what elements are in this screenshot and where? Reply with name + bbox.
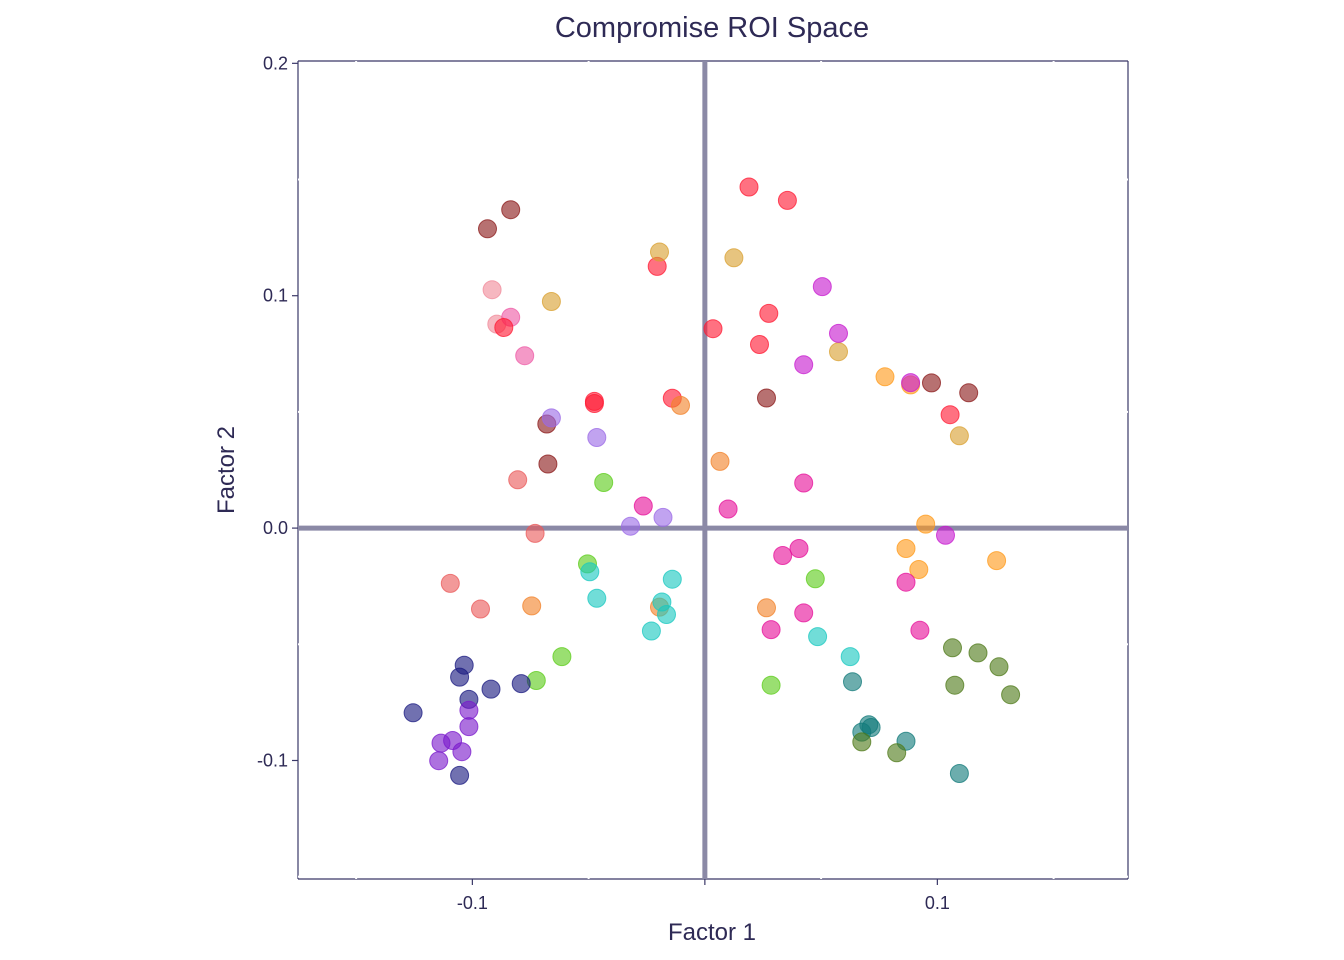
y-tick-label: 0.0 — [263, 518, 288, 538]
data-point — [662, 569, 682, 589]
data-point — [909, 560, 929, 579]
data-point — [794, 603, 814, 623]
data-point — [478, 219, 497, 239]
x-axis: -0.1 0.1 — [457, 879, 950, 913]
data-point — [910, 620, 930, 640]
data-point — [653, 507, 673, 527]
chart-title: Compromise ROI Space — [555, 12, 869, 44]
data-point — [808, 627, 828, 647]
data-point — [757, 388, 776, 408]
data-point — [587, 588, 607, 608]
data-point — [450, 667, 470, 687]
data-point — [739, 177, 759, 197]
data-point — [968, 643, 988, 663]
data-point — [901, 373, 921, 393]
data-point — [805, 569, 825, 589]
y-axis-title: Factor 2 — [213, 426, 240, 514]
data-point — [587, 428, 607, 447]
data-point — [949, 764, 969, 783]
data-point — [525, 523, 545, 543]
data-point — [552, 647, 572, 667]
data-point — [852, 732, 872, 752]
data-point — [945, 675, 965, 695]
data-point — [750, 335, 769, 354]
data-point — [482, 280, 502, 300]
data-point — [875, 367, 895, 387]
data-point — [452, 742, 472, 762]
data-point — [843, 672, 862, 692]
x-axis-title: Factor 1 — [668, 919, 756, 946]
data-point — [1001, 685, 1021, 705]
data-point — [757, 598, 776, 618]
data-point — [594, 473, 614, 492]
data-point — [718, 499, 738, 519]
data-point — [508, 470, 528, 490]
y-tick-label: -0.1 — [257, 750, 288, 770]
data-point — [641, 621, 661, 641]
data-point — [471, 599, 490, 619]
data-point — [840, 647, 860, 667]
data-point — [501, 200, 521, 220]
data-point — [943, 638, 962, 658]
data-point — [916, 514, 936, 534]
data-point — [440, 573, 460, 593]
data-point — [936, 525, 955, 545]
data-point — [650, 242, 669, 262]
data-point — [896, 572, 916, 592]
data-point — [584, 394, 604, 413]
data-point — [541, 408, 561, 428]
data-point — [541, 292, 561, 311]
y-axis: -0.1 0.0 0.1 0.2 — [257, 53, 298, 770]
data-point — [403, 703, 423, 723]
x-tick-label: -0.1 — [457, 893, 488, 913]
data-point — [515, 346, 535, 366]
data-point — [724, 248, 744, 268]
data-point — [633, 496, 653, 516]
data-point — [703, 319, 723, 339]
data-point — [949, 426, 969, 446]
data-point — [511, 674, 531, 694]
data-point — [761, 620, 781, 640]
data-point — [794, 473, 814, 493]
data-point — [459, 700, 479, 720]
data-point — [580, 562, 600, 582]
data-point — [773, 546, 793, 565]
x-tick-label: 0.1 — [925, 893, 950, 913]
data-point — [959, 383, 979, 403]
data-point — [989, 657, 1009, 677]
y-tick-label: 0.2 — [263, 53, 288, 73]
data-point — [940, 405, 960, 425]
data-point — [896, 539, 916, 558]
data-point — [657, 605, 676, 624]
data-point — [710, 451, 730, 471]
data-point — [812, 277, 832, 297]
data-point — [987, 551, 1007, 571]
data-point — [481, 679, 501, 699]
data-point — [922, 373, 941, 393]
data-point — [777, 190, 797, 210]
plot-frame — [297, 60, 1129, 880]
data-point — [759, 303, 779, 323]
reference-lines — [298, 61, 1128, 879]
data-point — [794, 355, 814, 375]
data-point — [494, 318, 514, 337]
data-point — [671, 395, 690, 415]
data-point — [621, 516, 640, 536]
data-point — [538, 454, 558, 474]
data-points — [403, 177, 1021, 785]
data-point — [829, 323, 848, 343]
data-point — [522, 596, 542, 616]
data-point — [887, 743, 907, 763]
data-point — [450, 765, 470, 785]
data-point — [761, 675, 781, 695]
y-tick-label: 0.1 — [263, 286, 288, 306]
data-point — [429, 751, 449, 771]
data-point — [459, 717, 479, 737]
data-point — [789, 539, 809, 558]
data-point — [829, 342, 848, 362]
